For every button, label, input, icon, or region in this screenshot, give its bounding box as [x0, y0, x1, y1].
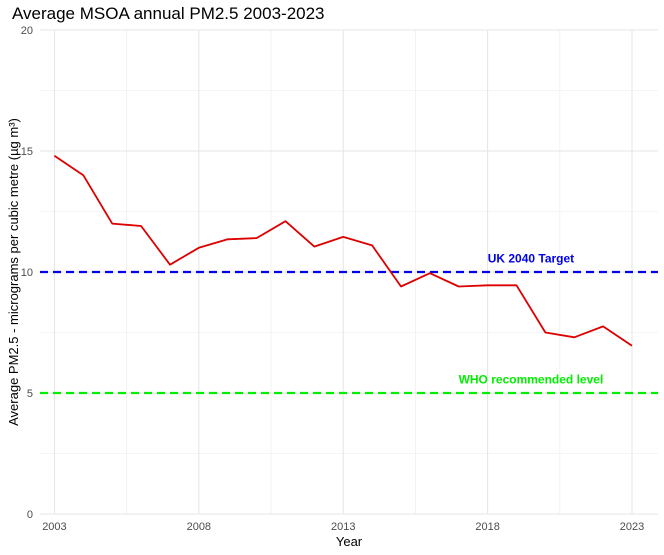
x-tick-label: 2013 [331, 521, 355, 533]
y-tick-label: 0 [27, 509, 33, 521]
x-tick-label: 2008 [187, 521, 211, 533]
y-tick-label: 5 [27, 388, 33, 400]
reference-label: WHO recommended level [459, 372, 604, 386]
x-tick-label: 2003 [42, 521, 66, 533]
data-line [53, 155, 633, 347]
reference-annotations: UK 2040 Target WHO recommended level [459, 251, 604, 386]
series-lines [53, 155, 633, 347]
x-axis-title: Year [336, 534, 363, 549]
y-tick-labels: 0 5 10 15 20 [21, 25, 33, 521]
y-tick-label: 20 [21, 25, 33, 37]
y-axis-title: Average PM2.5 - micrograms per cubic met… [6, 118, 21, 426]
reference-label: UK 2040 Target [488, 251, 574, 265]
x-tick-label: 2018 [475, 521, 499, 533]
chart-title: Average MSOA annual PM2.5 2003-2023 [12, 4, 325, 23]
y-tick-label: 15 [21, 146, 33, 158]
reference-lines [40, 270, 658, 395]
x-tick-labels: 2003 2008 2013 2018 2023 [42, 521, 644, 533]
x-tick-label: 2023 [620, 521, 644, 533]
y-tick-label: 10 [21, 267, 33, 279]
